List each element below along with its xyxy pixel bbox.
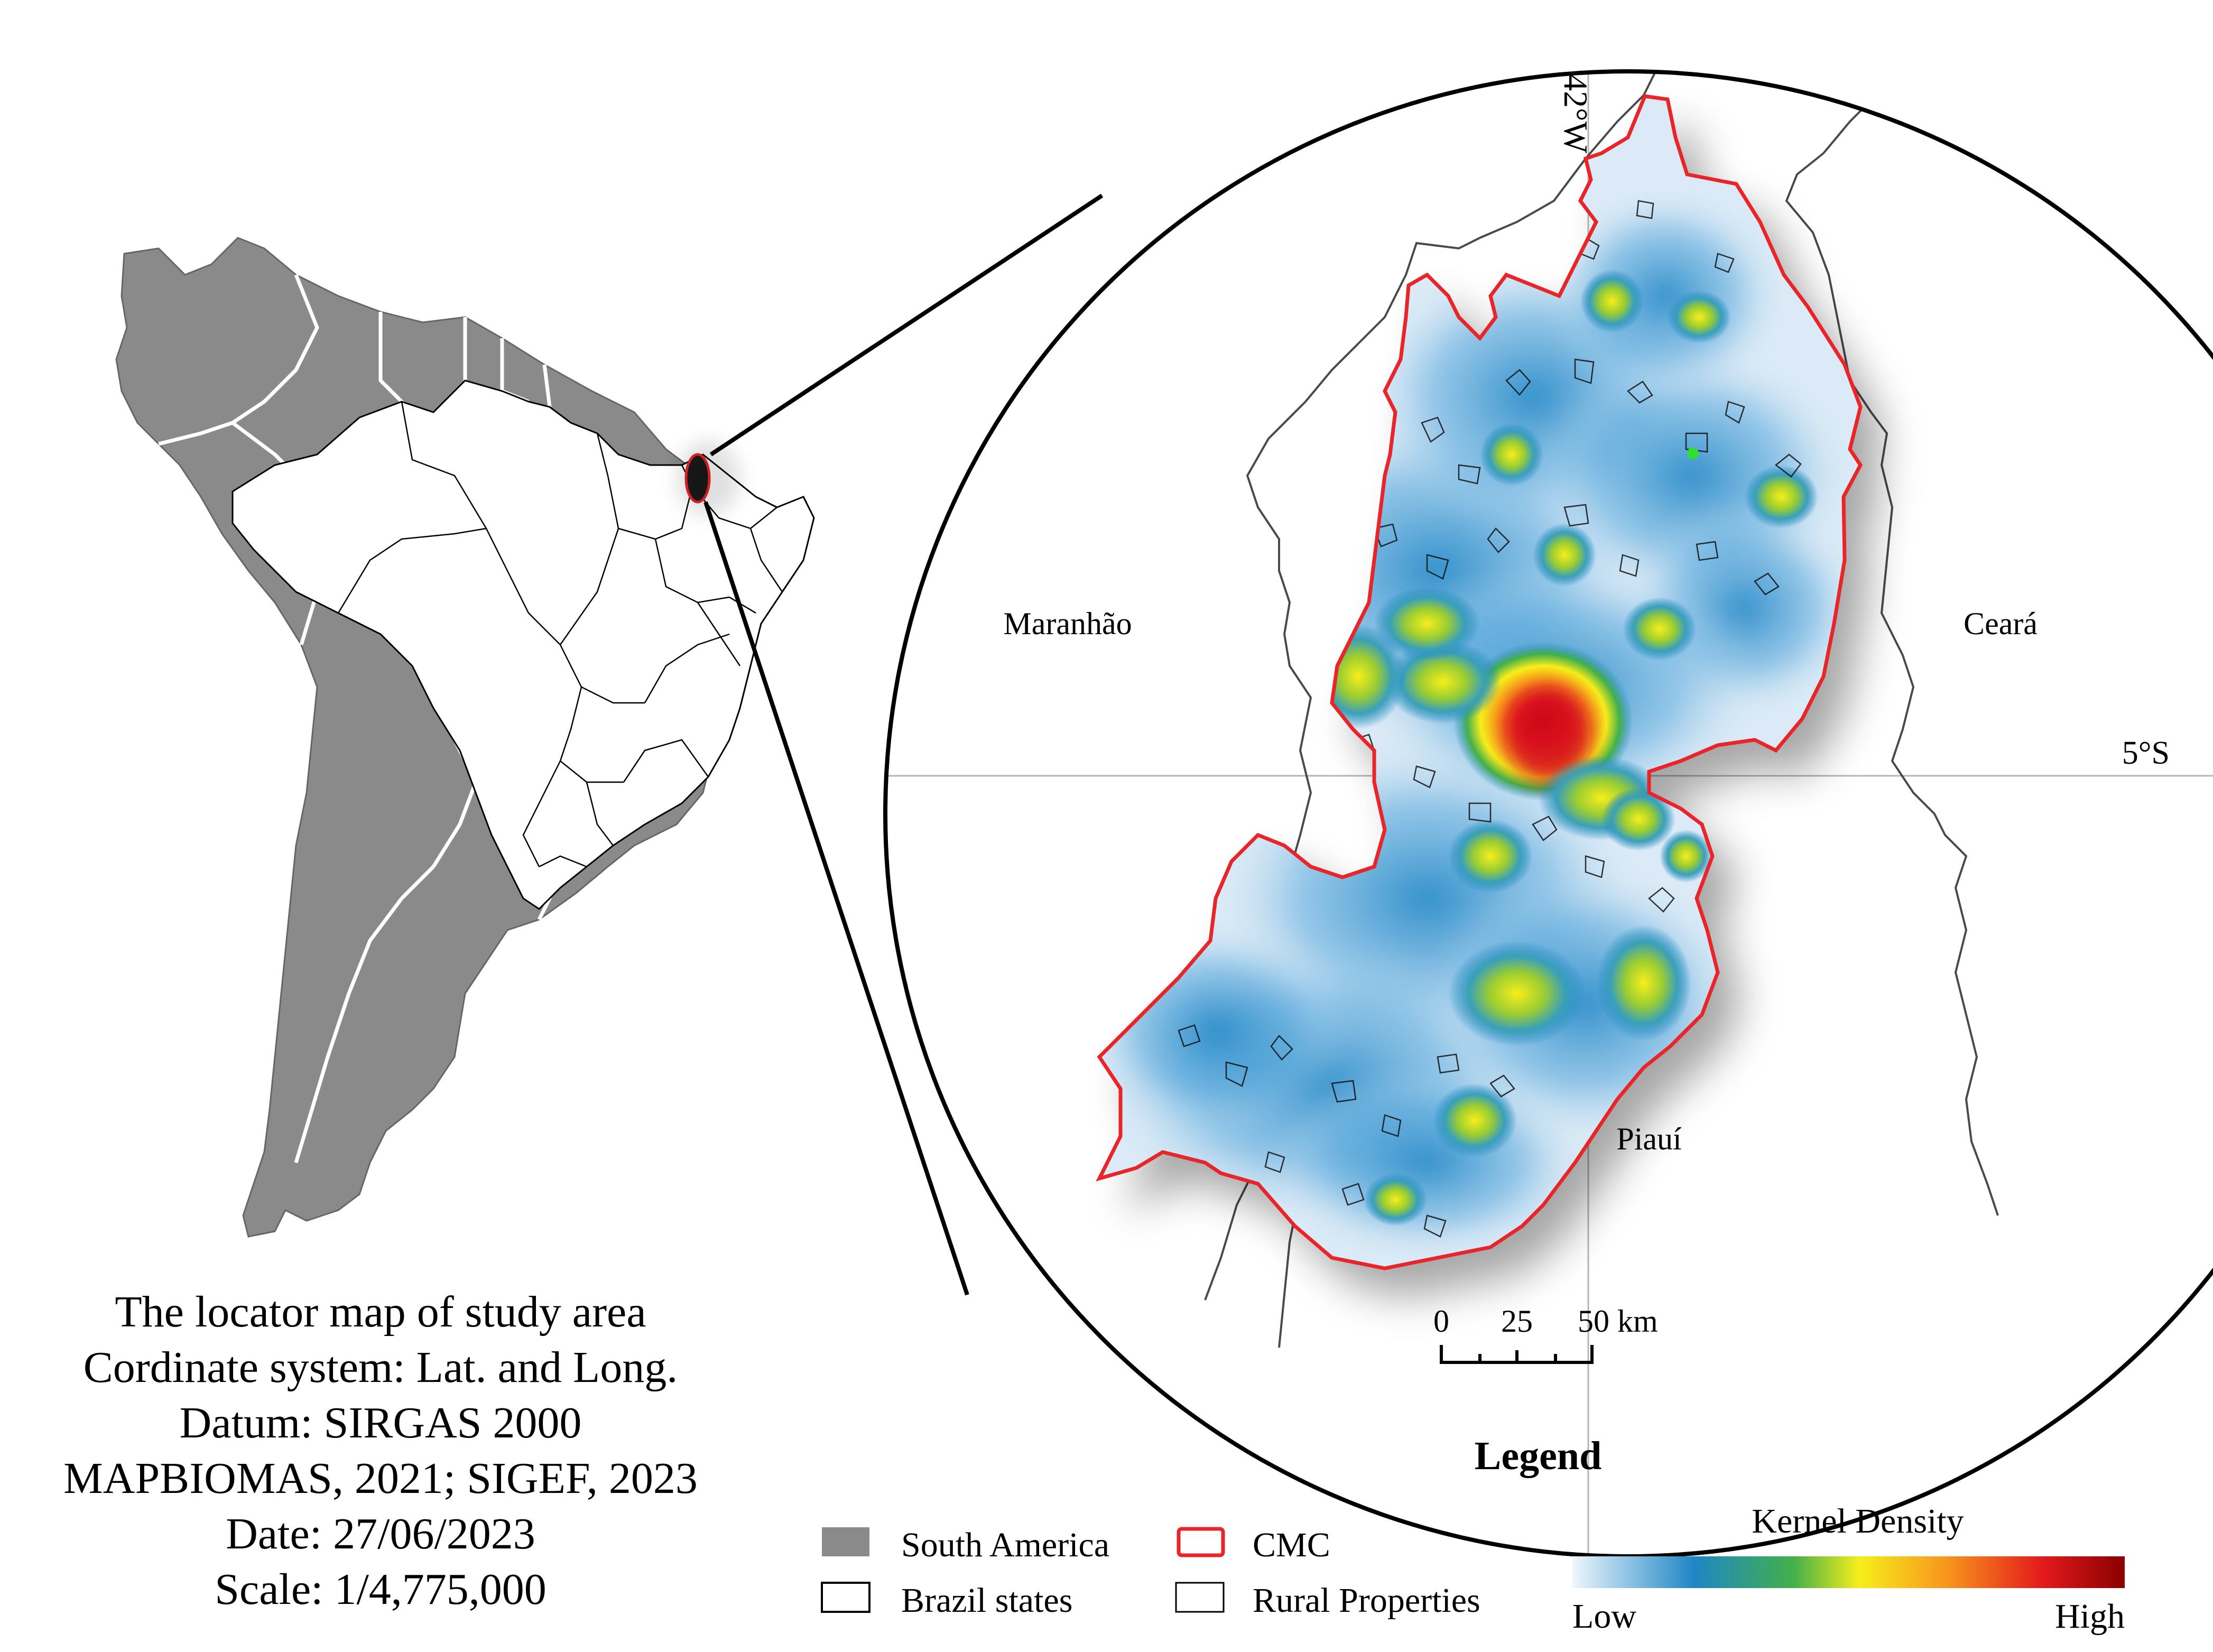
kernel-density-title: Kernel Density bbox=[1752, 1502, 1964, 1540]
scale-bar: 0 25 50 km bbox=[1433, 1304, 1658, 1364]
legend: Legend South America CMC Brazil states R… bbox=[821, 1434, 2125, 1636]
scale-tick-0: 0 bbox=[1433, 1304, 1449, 1339]
legend-swatch-rural-properties bbox=[1175, 1582, 1225, 1613]
label-longitude: 42°W bbox=[1557, 74, 1595, 154]
compass-n: N bbox=[2083, 39, 2093, 55]
label-piaui: Piauí bbox=[1616, 1121, 1682, 1156]
zoom-connector-lines bbox=[703, 193, 1104, 1296]
compass-w: W bbox=[1989, 127, 2003, 143]
state-borders bbox=[337, 401, 783, 868]
legend-label-rural-properties: Rural Properties bbox=[1253, 1581, 1480, 1620]
info-line-6: Scale: 1/4,775,000 bbox=[215, 1565, 547, 1614]
legend-swatch-cmc bbox=[1177, 1527, 1225, 1557]
info-line-5: Date: 27/06/2023 bbox=[226, 1509, 535, 1558]
brazil-shape bbox=[232, 379, 815, 910]
south-america-locator bbox=[115, 237, 815, 1238]
legend-swatch-south-america bbox=[822, 1527, 869, 1556]
legend-swatch-brazil-states bbox=[821, 1582, 871, 1613]
compass-e: E bbox=[2171, 127, 2180, 143]
label-ceara: Ceará bbox=[1964, 606, 2038, 641]
kernel-density-low: Low bbox=[1572, 1597, 1636, 1636]
info-line-3: Datum: SIRGAS 2000 bbox=[180, 1398, 582, 1447]
kernel-density-high: High bbox=[2055, 1597, 2125, 1636]
legend-title: Legend bbox=[1475, 1434, 1602, 1478]
info-line-1: The locator map of study area bbox=[115, 1287, 646, 1337]
legend-label-south-america: South America bbox=[901, 1526, 1109, 1564]
label-latitude: 5°S bbox=[2122, 735, 2170, 771]
info-line-2: Cordinate system: Lat. and Long. bbox=[84, 1343, 678, 1392]
green-point bbox=[1687, 448, 1699, 459]
map-info: The locator map of study area Cordinate … bbox=[63, 1287, 698, 1614]
label-maranhao: Maranhão bbox=[1003, 606, 1132, 641]
scale-tick-25: 25 bbox=[1501, 1304, 1533, 1339]
kernel-density-colorbar bbox=[1572, 1556, 2125, 1588]
legend-label-brazil-states: Brazil states bbox=[901, 1581, 1072, 1620]
info-line-4: MAPBIOMAS, 2021; SIGEF, 2023 bbox=[63, 1454, 698, 1503]
zoom-map: Maranhão Ceará Piauí 42°W 5°S 0 25 50 km… bbox=[885, 39, 2213, 1556]
kernel-hotspots bbox=[1311, 270, 1818, 1226]
scale-tick-50: 50 km bbox=[1578, 1304, 1658, 1339]
legend-label-cmc: CMC bbox=[1253, 1526, 1330, 1564]
